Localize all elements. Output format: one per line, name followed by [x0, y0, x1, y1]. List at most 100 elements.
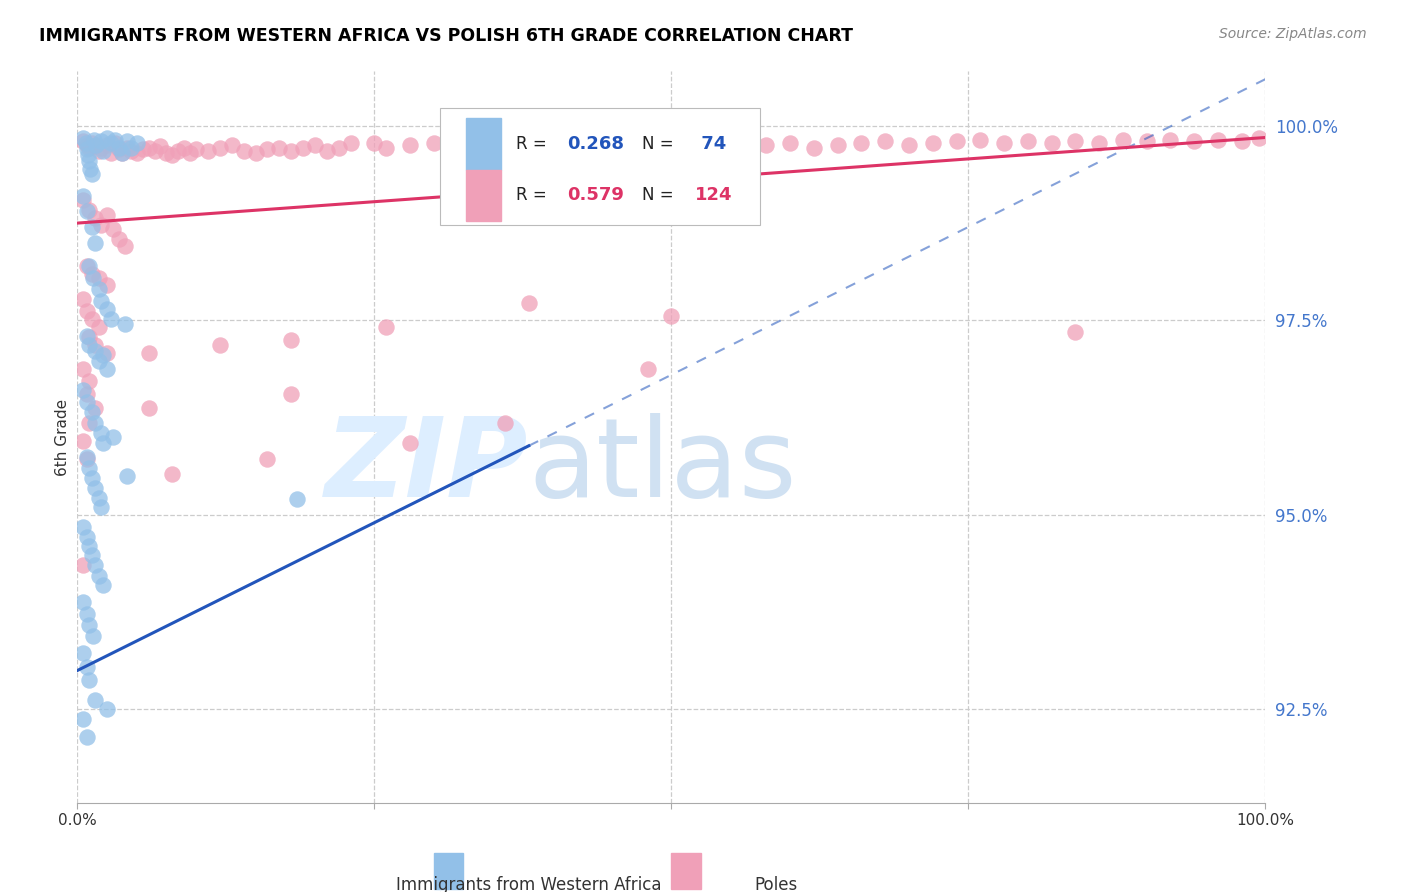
Point: [541, 138, 564, 153]
Point: [755, 138, 778, 153]
Point: [131, 142, 153, 156]
Text: R =: R =: [516, 135, 551, 153]
Point: [76, 451, 98, 466]
Point: [197, 144, 219, 158]
Point: [90, 500, 112, 515]
Point: [661, 310, 683, 324]
Point: [637, 139, 659, 153]
Point: [76, 395, 98, 409]
Point: [84, 558, 107, 573]
Point: [221, 138, 243, 153]
Point: [87, 568, 110, 582]
Point: [114, 318, 136, 332]
Point: [76, 329, 98, 343]
Point: [80, 167, 103, 181]
Point: [138, 140, 160, 154]
Point: [72, 712, 94, 726]
Point: [77, 153, 100, 168]
Point: [162, 467, 184, 482]
Point: [115, 469, 138, 483]
Point: [125, 136, 148, 150]
Point: [72, 292, 94, 306]
Point: [101, 430, 124, 444]
Point: [72, 558, 94, 573]
Point: [84, 338, 107, 352]
Y-axis label: 6th Grade: 6th Grade: [55, 399, 70, 475]
Point: [96, 702, 118, 716]
Point: [256, 451, 278, 466]
Point: [76, 142, 98, 156]
Point: [77, 374, 100, 388]
Text: IMMIGRANTS FROM WESTERN AFRICA VS POLISH 6TH GRADE CORRELATION CHART: IMMIGRANTS FROM WESTERN AFRICA VS POLISH…: [39, 27, 853, 45]
Point: [111, 146, 134, 161]
Point: [375, 319, 398, 334]
Point: [72, 361, 94, 376]
Point: [93, 436, 115, 450]
Point: [77, 148, 100, 162]
Point: [87, 282, 110, 296]
Point: [470, 138, 492, 153]
Point: [87, 319, 110, 334]
Point: [96, 361, 118, 376]
Point: [84, 401, 107, 415]
Point: [155, 146, 177, 161]
Point: [82, 270, 104, 285]
Point: [1017, 135, 1039, 149]
Point: [101, 221, 124, 235]
Point: [179, 146, 201, 161]
Point: [77, 259, 100, 273]
Bar: [672, 853, 702, 889]
Point: [661, 140, 683, 154]
Point: [77, 461, 100, 475]
Point: [77, 140, 100, 154]
Point: [84, 416, 107, 430]
Point: [851, 136, 873, 150]
Point: [77, 673, 100, 687]
Point: [186, 142, 208, 156]
Point: [173, 140, 195, 154]
Point: [162, 148, 184, 162]
Point: [399, 436, 422, 450]
Point: [100, 311, 122, 326]
Point: [280, 387, 302, 401]
Point: [87, 491, 110, 505]
Point: [90, 426, 112, 441]
Point: [875, 135, 897, 149]
Point: [138, 401, 160, 415]
Point: [707, 138, 730, 153]
Point: [84, 235, 107, 250]
Point: [1088, 136, 1111, 150]
Point: [399, 138, 422, 153]
Point: [80, 219, 103, 234]
Point: [87, 144, 110, 158]
Point: [96, 138, 118, 153]
Point: [96, 278, 118, 293]
Point: [76, 304, 98, 318]
Point: [72, 384, 94, 398]
Point: [72, 193, 94, 207]
Bar: [465, 169, 502, 220]
Point: [100, 146, 122, 161]
Point: [93, 348, 115, 362]
Point: [72, 595, 94, 609]
Point: [72, 434, 94, 448]
Point: [77, 618, 100, 632]
Point: [76, 259, 98, 273]
Bar: [434, 853, 464, 889]
Point: [72, 519, 94, 533]
Point: [76, 730, 98, 744]
FancyBboxPatch shape: [440, 108, 761, 225]
Text: 124: 124: [695, 186, 733, 204]
Point: [1249, 130, 1271, 145]
Point: [731, 135, 754, 149]
Point: [517, 140, 540, 154]
Point: [84, 344, 107, 359]
Point: [315, 144, 337, 158]
Text: Immigrants from Western Africa: Immigrants from Western Africa: [396, 876, 662, 892]
Point: [108, 232, 131, 246]
Point: [84, 139, 107, 153]
Point: [77, 202, 100, 217]
Point: [96, 130, 118, 145]
Point: [803, 140, 825, 154]
Point: [76, 530, 98, 544]
